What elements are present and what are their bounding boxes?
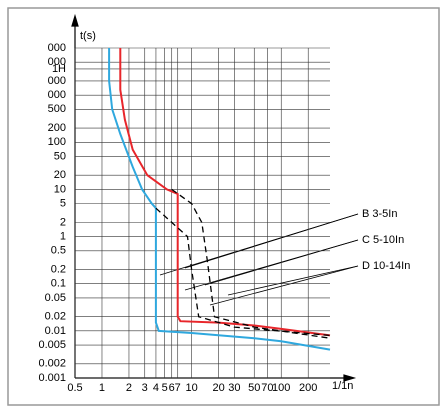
x-tick-label: 3 bbox=[142, 382, 148, 394]
x-tick-label: 200 bbox=[299, 382, 317, 394]
y-tick-label: 000 bbox=[48, 89, 66, 101]
y-tick-label: 1H bbox=[52, 63, 66, 75]
x-axis-label: 1/1n bbox=[332, 380, 353, 392]
y-tick-label: 1 bbox=[60, 230, 66, 242]
curve bbox=[119, 48, 331, 337]
x-tick-label: 20 bbox=[212, 382, 224, 394]
y-tick-label: 0.001 bbox=[38, 372, 66, 384]
y-tick-label: 500 bbox=[48, 103, 66, 115]
leader-lines bbox=[159, 213, 359, 306]
frame bbox=[7, 7, 440, 406]
x-tick-label: 5 bbox=[162, 382, 168, 394]
y-tick-label: 5 bbox=[60, 198, 66, 210]
x-tick-label: 100 bbox=[272, 382, 290, 394]
y-tick-label: 0.2 bbox=[51, 263, 66, 275]
y-tick-label: 000 bbox=[48, 42, 66, 54]
y-tick-label: 200 bbox=[48, 122, 66, 134]
x-tick-label: 70 bbox=[261, 382, 273, 394]
annotation: B 3-5In bbox=[362, 208, 397, 220]
y-tick-label: 100 bbox=[48, 136, 66, 148]
x-tick-label: 50 bbox=[248, 382, 260, 394]
y-tick-label: 0.5 bbox=[51, 245, 66, 257]
y-tick-label: 0.02 bbox=[45, 311, 66, 323]
x-tick-label: 6 bbox=[169, 382, 175, 394]
y-tick-label: 0.01 bbox=[45, 325, 66, 337]
y-tick-label: 000 bbox=[48, 75, 66, 87]
x-tick-label: 0.5 bbox=[67, 382, 82, 394]
curve bbox=[108, 48, 331, 351]
y-tick-label: 0.005 bbox=[38, 339, 66, 351]
y-tick-label: 0.1 bbox=[51, 278, 66, 290]
y-tick-label: 0.002 bbox=[38, 358, 66, 370]
curve bbox=[171, 188, 331, 339]
y-tick-label: 0.05 bbox=[45, 292, 66, 304]
y-axis-label: t(s) bbox=[80, 30, 96, 42]
x-tick-label: 7 bbox=[175, 382, 181, 394]
x-tick-label: 4 bbox=[153, 382, 159, 394]
x-tick-label: 1 bbox=[99, 382, 105, 394]
y-tick-label: 000 bbox=[48, 56, 66, 68]
annotation: D 10-14In bbox=[362, 260, 410, 272]
y-tick-label: 50 bbox=[54, 150, 66, 162]
x-tick-label: 30 bbox=[228, 382, 240, 394]
annotation: C 5-10In bbox=[362, 234, 404, 246]
x-tick-label: 10 bbox=[185, 382, 197, 394]
x-tick-label: 2 bbox=[126, 382, 132, 394]
y-tick-label: 10 bbox=[54, 183, 66, 195]
y-tick-label: 20 bbox=[54, 169, 66, 181]
curve bbox=[155, 207, 331, 337]
axes bbox=[71, 13, 357, 382]
y-tick-label: 2 bbox=[60, 216, 66, 228]
